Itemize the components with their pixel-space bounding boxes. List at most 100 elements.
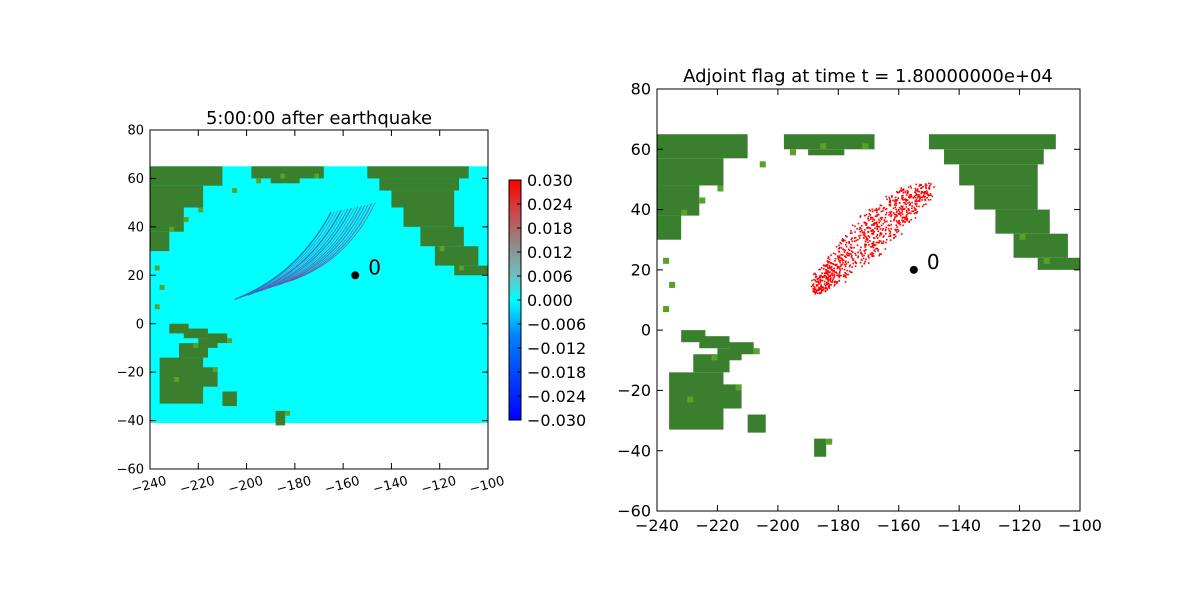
flag-cell [899,213,901,215]
flag-cell [841,258,843,260]
land-cell-shallow [183,217,189,223]
wave-front [264,207,356,290]
flag-cell [816,285,818,288]
flag-cell [914,217,917,219]
flag-cell [831,279,834,282]
flag-cell [831,273,833,275]
y-tick-label: 0 [641,321,651,340]
flag-cell [905,198,908,201]
flag-cell [874,222,876,225]
flag-cell [819,280,822,282]
land-cell [699,336,730,349]
flag-cell [855,262,857,264]
flag-cell [812,288,814,290]
land-cell-shallow [193,343,199,348]
land-cell-shallow [314,173,319,179]
flag-cell [879,228,882,230]
flag-cell [861,255,864,257]
flag-cell [884,216,887,219]
flag-cell [906,192,909,195]
flag-cell [888,211,891,214]
flag-cell [927,199,930,201]
flag-cell [827,256,830,258]
flag-cell [871,210,874,213]
flag-cell [826,283,828,286]
flag-cell [872,255,875,257]
flag-cell [863,234,866,237]
flag-cell [889,232,891,235]
land-cell [959,164,1038,186]
flag-cell [881,229,884,231]
flag-cell [828,261,831,263]
flag-cell [886,198,888,201]
wave-front [277,204,366,286]
flag-cell [812,283,815,285]
flag-cell [877,213,880,216]
flag-cell [889,203,892,206]
flag-cell [822,287,824,289]
flag-cell [846,235,848,238]
flag-cell [898,190,901,193]
flag-cell [814,293,817,295]
flag-cell [890,210,893,213]
flag-cell [878,234,881,237]
flag-cell [879,220,881,222]
flag-cell [870,218,872,220]
flag-cell [824,286,827,289]
flag-cell [827,257,829,260]
flag-cell [823,283,826,285]
flag-cell [858,228,861,231]
flag-cell [879,232,882,235]
flag-cell [858,235,860,237]
flag-cell [859,261,862,264]
flag-cell [867,254,870,257]
flag-cell [902,208,904,211]
y-tick-label: −20 [117,366,144,381]
flag-cell [849,232,852,234]
flag-cell [837,266,840,268]
flag-cell [844,255,846,258]
flag-cell [822,289,824,291]
flag-cell [823,272,826,275]
flag-cell [816,292,819,295]
flag-cell [818,292,821,295]
flag-cell [885,208,887,211]
flag-cell [822,264,825,266]
flag-cell [835,271,837,274]
flag-cell [874,244,877,246]
right-marker-point [909,265,918,274]
flag-cell [906,217,909,220]
flag-cell [830,284,832,286]
flag-cell [884,228,887,231]
flag-cell [872,229,874,231]
flag-cell [896,191,899,194]
flag-cell [914,208,916,210]
flag-cell [895,199,898,201]
flag-cell [918,185,921,187]
flag-cell [903,216,905,219]
flag-cell [889,220,892,222]
flag-cell [871,244,874,247]
land-cell [729,342,754,355]
flag-cell [849,271,852,273]
flag-cell [837,274,840,277]
flag-cell [824,284,827,287]
flag-cell [819,275,821,278]
flag-cell [847,248,850,251]
flag-cell [873,219,876,221]
flag-cell [885,211,888,214]
flag-cell [905,194,908,196]
flag-cell [821,272,823,274]
flag-cell [882,210,884,212]
land-cell [657,158,724,186]
flag-cell [898,210,901,213]
land-cell [403,207,455,227]
flag-cell [914,187,917,190]
flag-cell [906,211,908,214]
land-cell [150,207,184,232]
flag-cell [836,263,838,266]
land-cell [675,384,742,409]
flag-cell [838,260,841,262]
flag-cell [878,254,881,257]
flag-cell [917,195,920,198]
